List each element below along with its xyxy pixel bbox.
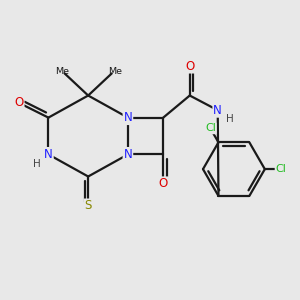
- Text: Cl: Cl: [276, 164, 286, 174]
- Text: S: S: [85, 200, 92, 212]
- Text: Me: Me: [55, 67, 69, 76]
- Text: H: H: [226, 114, 234, 124]
- Text: N: N: [44, 148, 53, 161]
- Text: Me: Me: [108, 67, 122, 76]
- Text: O: O: [159, 177, 168, 190]
- Text: Cl: Cl: [205, 123, 216, 133]
- Text: N: N: [124, 148, 132, 161]
- Text: O: O: [185, 60, 194, 73]
- Text: N: N: [124, 111, 132, 124]
- Text: N: N: [213, 104, 222, 117]
- Text: O: O: [14, 96, 24, 110]
- Text: H: H: [33, 159, 41, 169]
